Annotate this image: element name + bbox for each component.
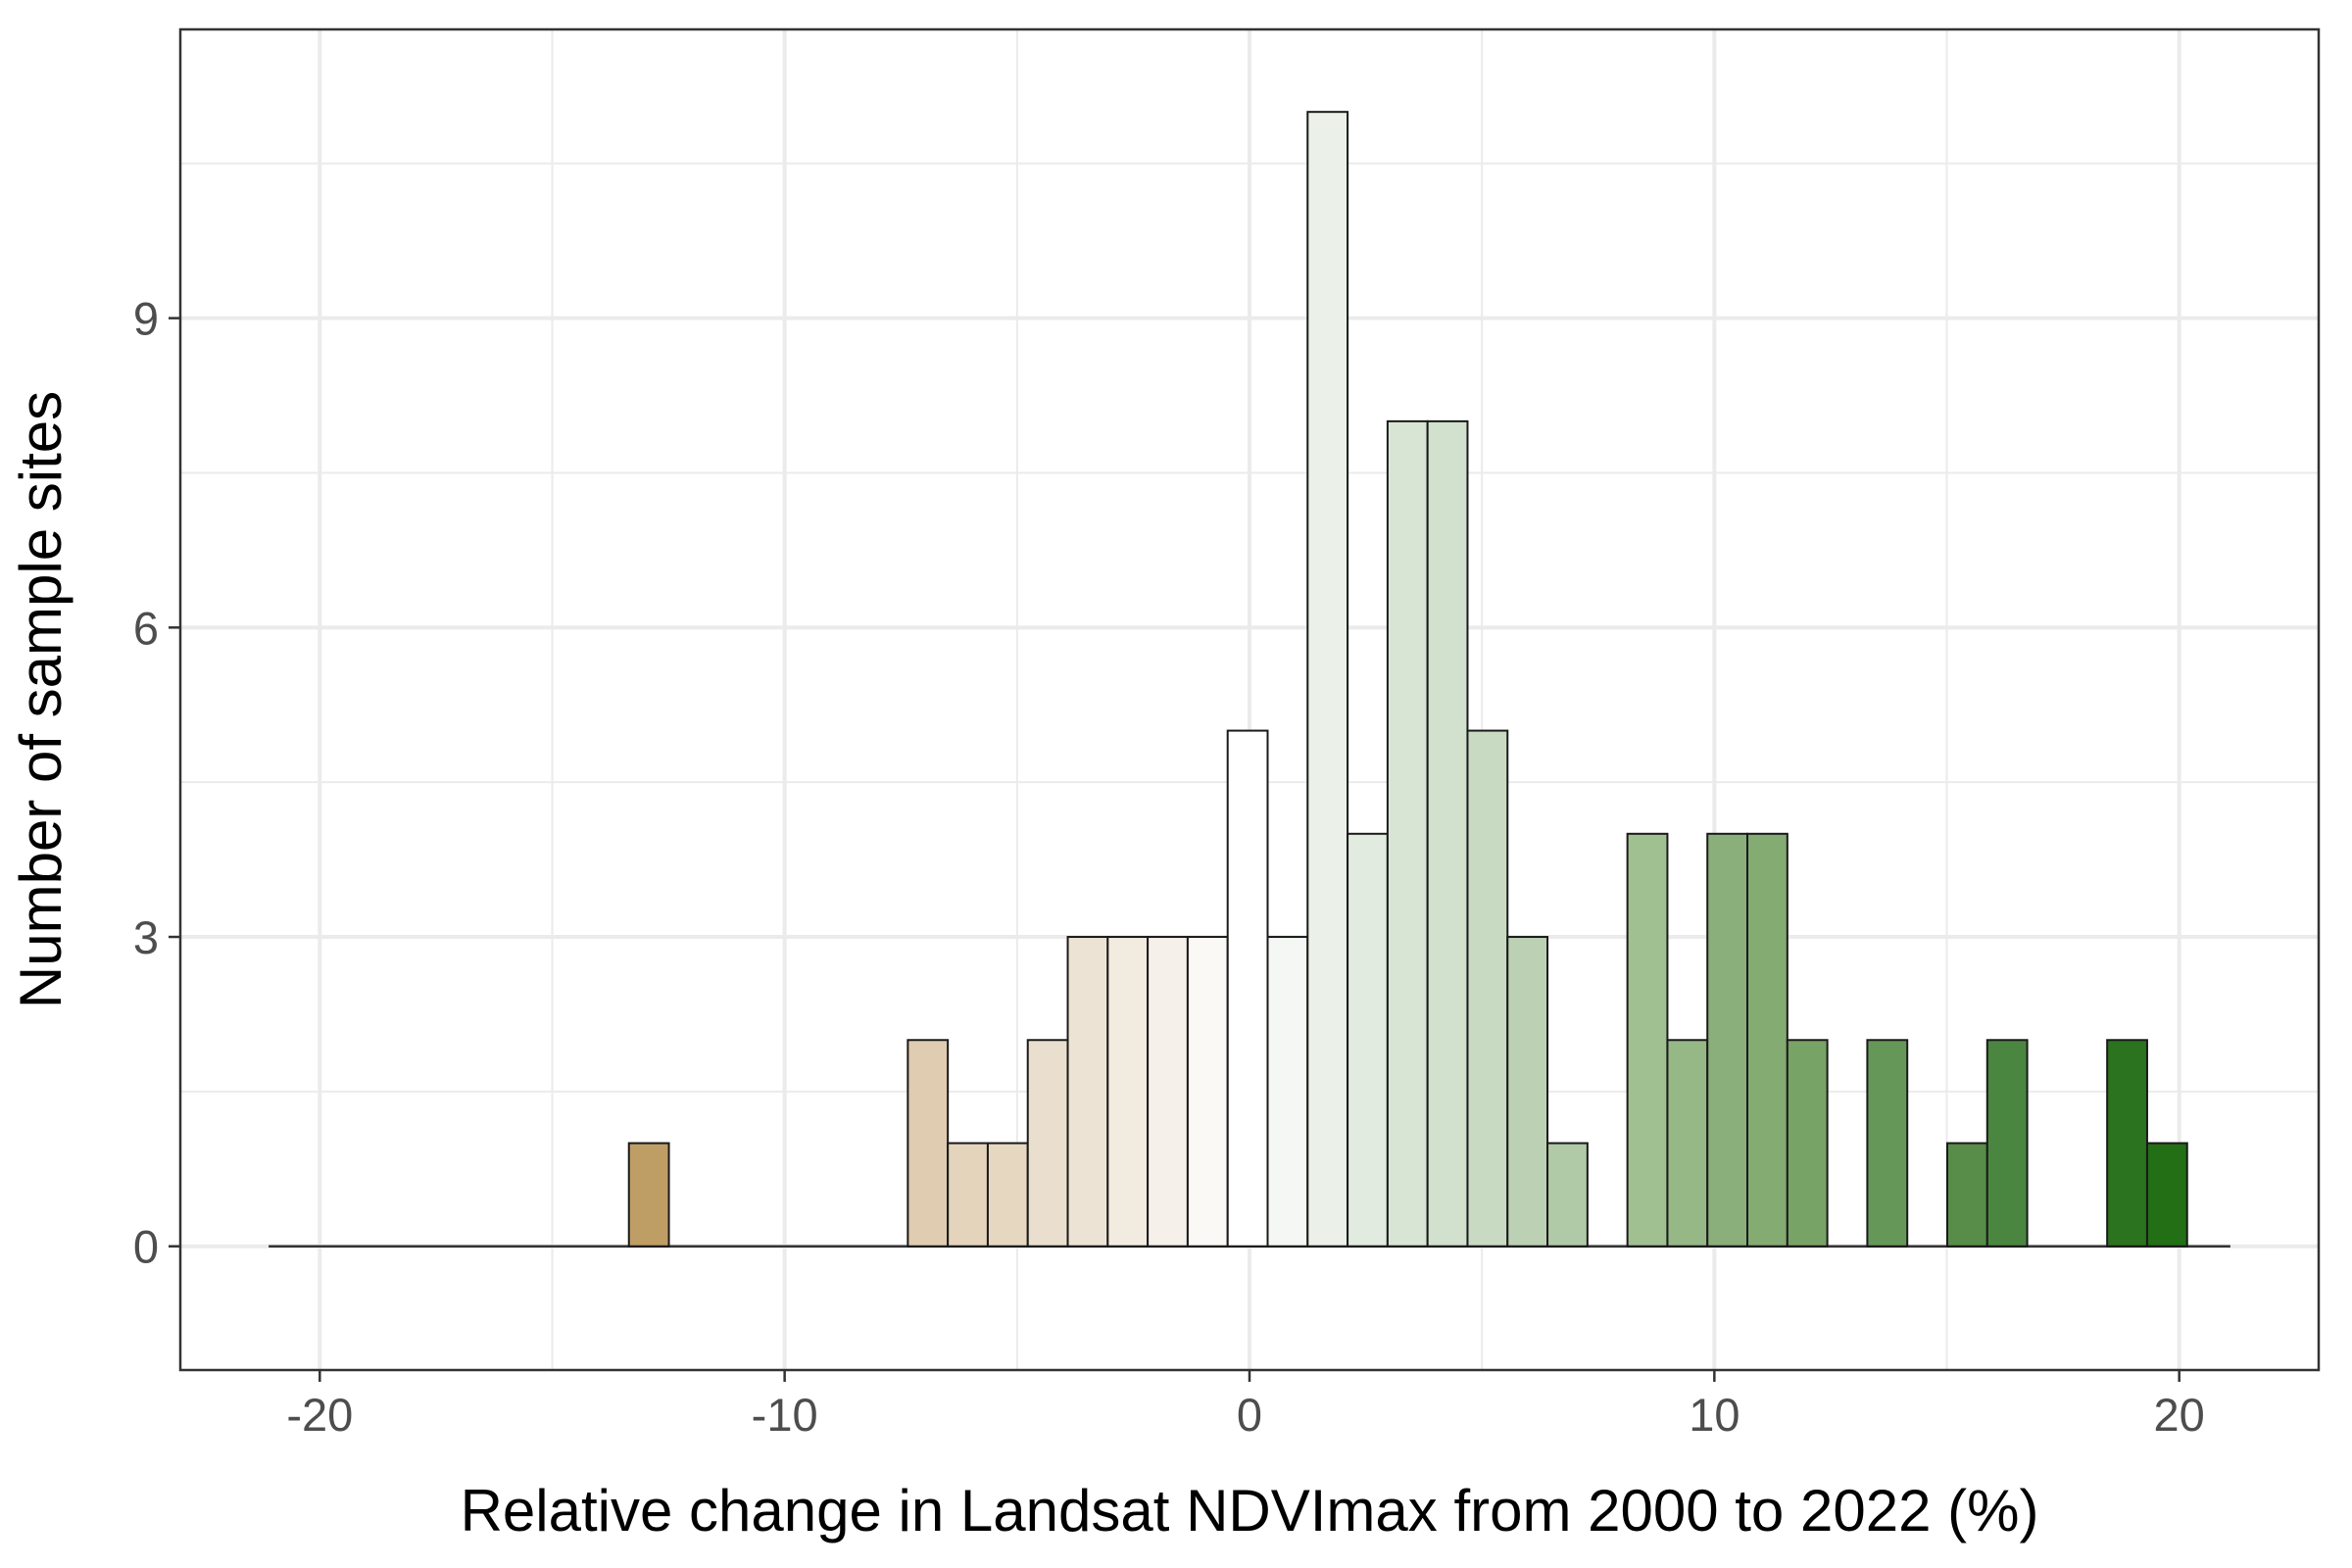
histogram-bar (627, 1142, 670, 1248)
histogram-bar (1546, 1142, 1589, 1248)
histogram-bar (1786, 1039, 1829, 1248)
histogram-bar (1106, 936, 1150, 1248)
histogram-bar (2145, 1142, 2188, 1248)
histogram-bar (906, 1039, 950, 1248)
x-tick-label: -10 (752, 1389, 818, 1441)
histogram-bar (1306, 111, 1349, 1248)
histogram-bar (1026, 1039, 1069, 1248)
y-tick-label: 0 (133, 1221, 159, 1273)
histogram-bar (1866, 1039, 1909, 1248)
axis-ticks (169, 317, 2180, 1382)
histogram-bar (1466, 729, 1509, 1248)
x-tick-label: 0 (1237, 1389, 1262, 1441)
histogram-bar (1746, 832, 1788, 1248)
x-tick-label: 20 (2154, 1389, 2205, 1441)
histogram-bars (627, 111, 2188, 1248)
histogram-bar (1426, 419, 1469, 1248)
histogram-bar (1386, 419, 1429, 1248)
y-tick-label: 6 (133, 602, 159, 654)
x-tick-label: -20 (286, 1389, 353, 1441)
histogram-bar (1266, 936, 1309, 1248)
histogram-bar (1666, 1039, 1709, 1248)
histogram-bar (1985, 1039, 2029, 1248)
histogram-bar (1066, 936, 1109, 1248)
histogram-bar (1945, 1142, 1988, 1248)
y-tick-label: 9 (133, 293, 159, 345)
y-tick-label: 3 (133, 911, 159, 963)
histogram-bar (1706, 832, 1749, 1248)
histogram-bar (2106, 1039, 2148, 1248)
histogram-bar (1186, 936, 1229, 1248)
x-axis-title: Relative change in Landsat NDVImax from … (461, 1478, 2039, 1544)
tick-labels: -20 -10 0 10 20 0 3 6 9 (133, 293, 2205, 1441)
x-tick-label: 10 (1689, 1389, 1740, 1441)
histogram-bar (1506, 936, 1549, 1248)
histogram-bar (986, 1142, 1029, 1248)
histogram-bar (1147, 936, 1189, 1248)
histogram-bar (1347, 832, 1389, 1248)
histogram-bar (947, 1142, 989, 1248)
histogram-bar (1626, 832, 1669, 1248)
histogram-bar (1226, 729, 1269, 1248)
y-axis-title: Number of sample sites (8, 391, 74, 1008)
